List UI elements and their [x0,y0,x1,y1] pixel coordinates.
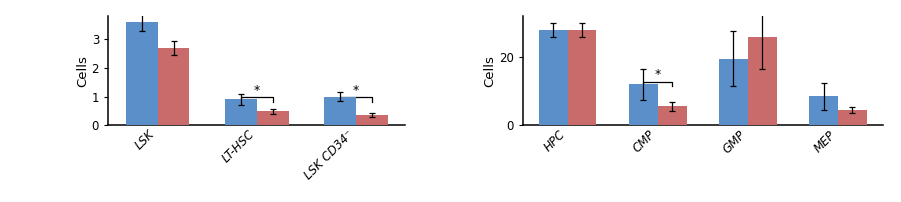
Bar [324,97,356,125]
Bar [629,84,658,125]
Bar [568,30,596,125]
Text: *: * [353,84,359,97]
Bar [838,110,867,125]
Bar [748,37,777,125]
Text: *: * [655,68,660,81]
Y-axis label: Cells: Cells [483,55,496,87]
Bar [539,30,568,125]
Bar [658,106,687,125]
Y-axis label: Cells: Cells [76,55,89,87]
Bar [158,48,189,125]
Bar [809,96,838,125]
Bar [356,115,387,125]
Bar [225,99,257,125]
Bar [257,112,288,125]
Bar [126,22,158,125]
Bar [719,59,748,125]
Text: *: * [254,84,259,97]
